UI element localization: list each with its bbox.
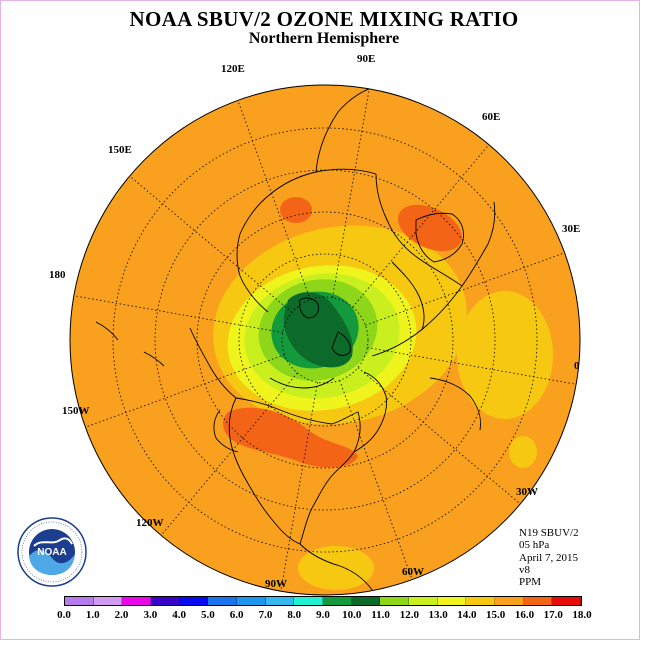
longitude-label: 150W <box>62 405 90 417</box>
meridian-line <box>129 175 293 313</box>
meridian-line <box>332 88 370 298</box>
field-13-14-east-small <box>509 436 537 468</box>
colorbar-swatch <box>294 597 324 605</box>
info-version: v8 <box>519 563 530 576</box>
colorbar-tick-label: 2.0 <box>114 609 129 621</box>
noaa-logo-text: NOAA <box>37 547 66 558</box>
colorbar-swatch <box>380 597 410 605</box>
colorbar-swatch <box>208 597 238 605</box>
meridian-line <box>160 372 298 536</box>
colorbar-tick-label: 5.0 <box>201 609 215 621</box>
colorbar-swatch <box>65 597 94 605</box>
hemisphere-border <box>69 84 581 596</box>
meridian-line <box>352 144 490 308</box>
colorbar-tick-label: 10.0 <box>342 609 362 621</box>
colorbar-swatch <box>151 597 180 605</box>
colorbar-tick-label: 12.0 <box>399 609 419 621</box>
longitude-label: 150E <box>108 144 132 156</box>
field-13-14-south <box>298 546 374 590</box>
meridians <box>73 88 577 592</box>
noaa-logo: NOAA <box>17 517 87 587</box>
longitude-label: 120E <box>221 63 245 75</box>
colorbar-swatch <box>552 597 582 605</box>
meridian-line <box>339 380 413 580</box>
page-title: NOAA SBUV/2 OZONE MIXING RATIO <box>129 7 519 31</box>
colorbar-swatch <box>265 597 295 605</box>
colorbar-tick-label: 14.0 <box>457 609 477 621</box>
colorbar-tick-label: 1.0 <box>85 609 100 621</box>
longitude-label: 60E <box>482 111 501 123</box>
colorbar-tick-label: 9.0 <box>316 609 330 621</box>
colorbar-tick-label: 13.0 <box>428 609 448 621</box>
info-units: PPM <box>519 576 542 589</box>
colorbar-swatch <box>93 597 123 605</box>
longitude-label: 90W <box>265 578 287 590</box>
colorbar-swatch <box>495 597 524 605</box>
colorbar-tick-label: 3.0 <box>143 609 158 621</box>
meridian-line <box>365 252 565 326</box>
colorbar-tick-label: 15.0 <box>486 609 506 621</box>
colorbar-swatch <box>122 597 152 605</box>
colorbar-swatch <box>351 597 381 605</box>
info-level: 05 hPa <box>519 539 550 552</box>
meridian-line <box>237 100 311 300</box>
field-13-14-east <box>457 291 553 419</box>
colorbar-swatch <box>237 597 266 605</box>
info-satellite: N19 SBUV/2 <box>519 527 579 539</box>
colorbar-tick-label: 0.0 <box>57 609 71 621</box>
colorbar-swatch <box>437 597 467 605</box>
field-13-14-west <box>105 173 121 197</box>
meridian-line <box>73 295 283 333</box>
page-subtitle: Northern Hemisphere <box>248 30 400 47</box>
colorbar <box>64 596 582 606</box>
colorbar-tick-label: 16.0 <box>514 609 535 621</box>
longitude-label: 120W <box>136 517 164 529</box>
colorbar-tick-label: 7.0 <box>258 609 273 621</box>
colorbar-tick-label: 17.0 <box>543 609 563 621</box>
meridian-line <box>280 382 318 592</box>
colorbar-swatch <box>409 597 438 605</box>
meridian-line <box>367 347 577 385</box>
colorbar-tick-label: 6.0 <box>229 609 244 621</box>
info-block: N19 SBUV/2 05 hPa April 7, 2015 v8 PPM <box>519 527 579 588</box>
field-15-16-america <box>223 407 358 468</box>
longitude-label: 30E <box>562 223 581 235</box>
colorbar-swatch <box>466 597 496 605</box>
info-date: April 7, 2015 <box>519 551 578 564</box>
field-15-16-siberia <box>280 197 312 223</box>
longitude-label: 60W <box>402 566 424 578</box>
longitude-label: 90E <box>357 53 376 65</box>
field-15-16-asia <box>398 204 462 252</box>
colorbar-tick-label: 18.0 <box>572 609 592 621</box>
meridian-line <box>85 354 285 428</box>
colorbar-ticks: 0.0 1.0 2.0 3.0 4.0 5.0 6.0 7.0 8.0 9.0 10.0 11.0 12… <box>57 609 592 623</box>
colorbar-swatch <box>323 597 352 605</box>
colorbar-swatch <box>523 597 553 605</box>
longitude-label: 0 <box>574 360 580 372</box>
longitude-label: 30W <box>516 486 538 498</box>
longitude-label: 180 <box>49 269 66 281</box>
page-frame <box>0 0 640 640</box>
coastlines <box>95 85 496 595</box>
colorbar-tick-label: 8.0 <box>287 609 302 621</box>
colorbar-swatch <box>179 597 209 605</box>
meridian-line <box>357 367 521 505</box>
colorbar-tick-label: 4.0 <box>172 609 186 621</box>
colorbar-tick-label: 11.0 <box>371 609 390 621</box>
graticule <box>73 88 577 592</box>
